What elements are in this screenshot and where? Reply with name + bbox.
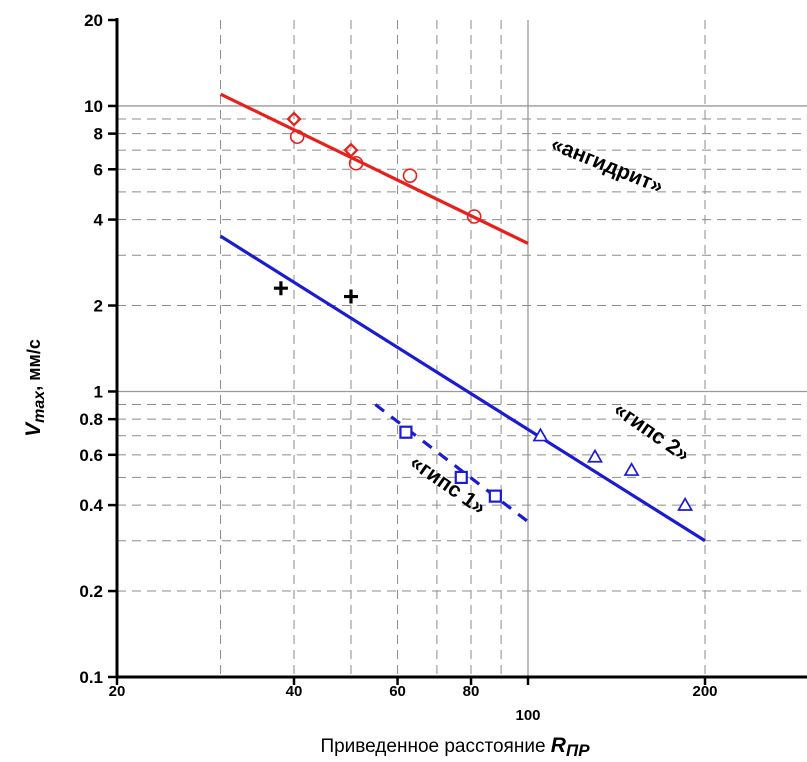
y-tick-label: 8 <box>94 125 103 144</box>
gypsum1-square-point <box>488 489 502 503</box>
anhydrite-circle-point <box>402 168 418 183</box>
annotations: «ангидрит» «гипс 2» «гипс 1» <box>406 132 694 519</box>
y-tick-label: 0.2 <box>79 582 103 601</box>
anhydrite-circle-point <box>466 209 482 224</box>
other-plus-point <box>273 281 288 296</box>
y-tick-label: 10 <box>84 97 103 116</box>
gypsum2-triangle-point <box>677 496 694 511</box>
x-tick-label: 20 <box>109 683 126 700</box>
y-tick-label: 0.4 <box>79 496 103 515</box>
gypsum1-square-point <box>454 470 468 485</box>
x-tick-label: 100 <box>515 707 540 724</box>
fit-lines <box>219 92 706 543</box>
tick-labels: 0.1 0.2 0.4 0.6 0.8 1 2 4 6 8 10 20 20 40 60 80 100 200 <box>79 11 717 724</box>
y-tick-label: 1 <box>94 382 103 401</box>
y-axis-title: Vmax, мм/с <box>22 339 48 437</box>
other-plus-point <box>343 289 358 304</box>
gypsum1-square-point <box>399 425 413 439</box>
annotation-label: «гипс 2» <box>610 398 694 467</box>
annotation-label: «ангидрит» <box>548 132 667 198</box>
anhydrite-diamond-point <box>286 111 302 127</box>
x-axis-title: Приведенное расстояние RПР <box>320 734 590 760</box>
y-tick-label: 0.8 <box>79 410 103 429</box>
annotation-label: «гипс 1» <box>406 451 490 520</box>
gypsum2-triangle-point <box>532 427 549 442</box>
gypsum2-triangle-point <box>623 461 640 476</box>
anhydrite-circle-point <box>348 155 364 171</box>
anhydrite-circle-point <box>289 129 305 145</box>
gypsum2-fit-line <box>219 234 706 543</box>
gypsum1-fit-line <box>374 403 529 523</box>
anhydrite-fit-line <box>219 92 529 245</box>
y-tick-label: 0.1 <box>79 668 103 687</box>
gypsum2-triangle-point <box>587 448 603 463</box>
y-tick-label: 20 <box>84 11 103 30</box>
x-tick-label: 60 <box>389 683 406 700</box>
axes <box>108 18 807 685</box>
y-tick-label: 6 <box>94 160 103 179</box>
y-tick-label: 0.6 <box>79 446 103 465</box>
x-tick-label: 200 <box>692 683 717 700</box>
y-tick-label: 2 <box>94 297 103 316</box>
x-tick-label: 40 <box>286 683 303 700</box>
y-tick-label: 4 <box>94 211 104 230</box>
data-points <box>273 111 694 511</box>
x-tick-label: 80 <box>463 683 480 700</box>
grid <box>117 20 807 677</box>
anhydrite-diamond-point <box>343 142 359 158</box>
